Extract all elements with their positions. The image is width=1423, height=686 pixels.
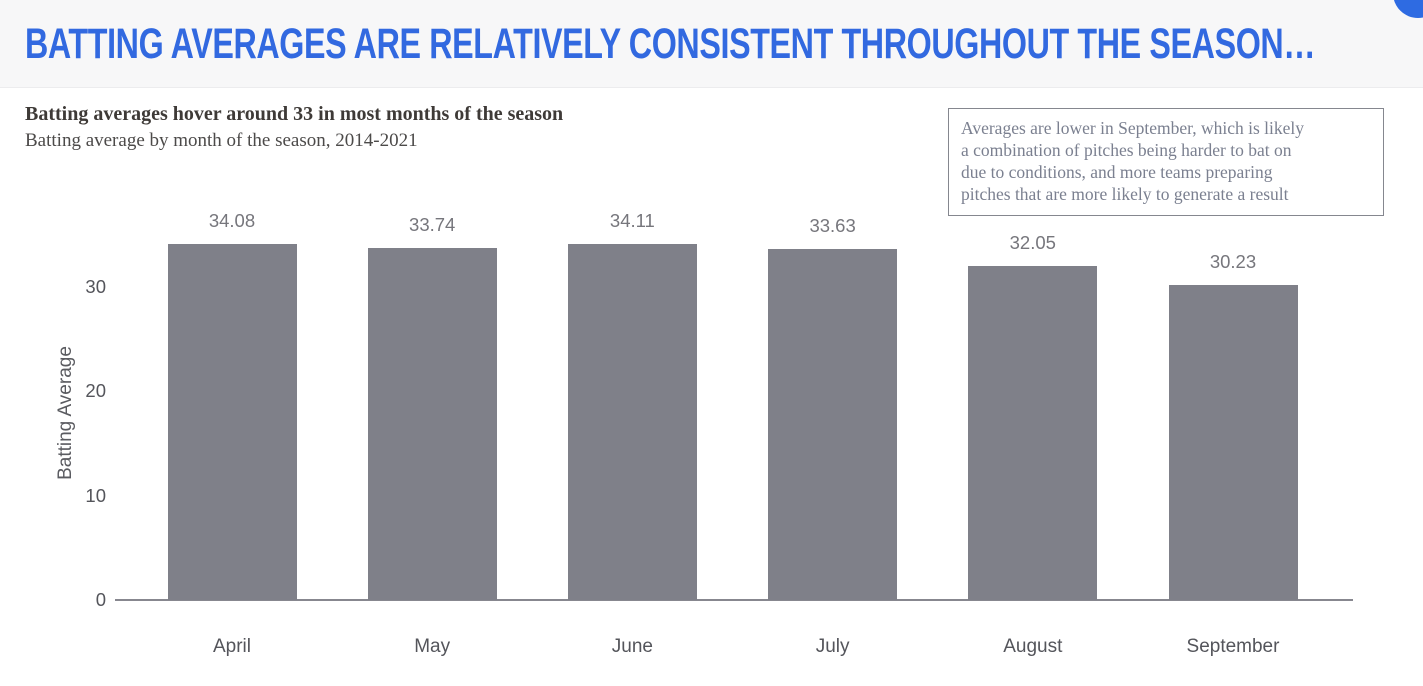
bar <box>167 244 297 600</box>
y-tick-label: 30 <box>85 276 106 297</box>
bar <box>367 247 497 600</box>
x-axis-label: September <box>1186 636 1280 657</box>
x-axis-label: June <box>611 636 653 657</box>
x-axis-label: April <box>212 636 251 657</box>
x-axis-label: August <box>1003 636 1063 657</box>
x-axis-label: May <box>414 636 451 657</box>
bar-value-label: 34.08 <box>208 210 256 232</box>
y-tick-label: 20 <box>85 380 106 402</box>
bar <box>567 244 697 600</box>
bar-value-label: 30.23 <box>1209 250 1257 272</box>
bar-value-label: 33.74 <box>409 213 456 235</box>
bar-value-label: 32.05 <box>1009 231 1056 253</box>
bar <box>1168 284 1298 600</box>
bar-value-label: 33.63 <box>809 215 856 237</box>
chart-subtitle: Batting average by month of the season, … <box>25 130 418 151</box>
page-title: BATTING AVERAGES ARE RELATIVELY CONSISTE… <box>25 20 1316 68</box>
header-band: BATTING AVERAGES ARE RELATIVELY CONSISTE… <box>0 0 1423 88</box>
annotation-box: Averages are lower in September, which i… <box>948 108 1384 216</box>
y-tick-label: 0 <box>95 589 106 610</box>
y-axis-title: Batting Average <box>55 346 76 480</box>
x-axis-label: July <box>815 636 850 657</box>
x-axis-line <box>115 599 1353 601</box>
bar <box>768 249 898 600</box>
bar <box>968 265 1098 600</box>
bar-value-label: 34.11 <box>609 210 655 232</box>
y-tick-label: 10 <box>85 484 106 506</box>
chart-title: Batting averages hover around 33 in most… <box>25 103 564 125</box>
